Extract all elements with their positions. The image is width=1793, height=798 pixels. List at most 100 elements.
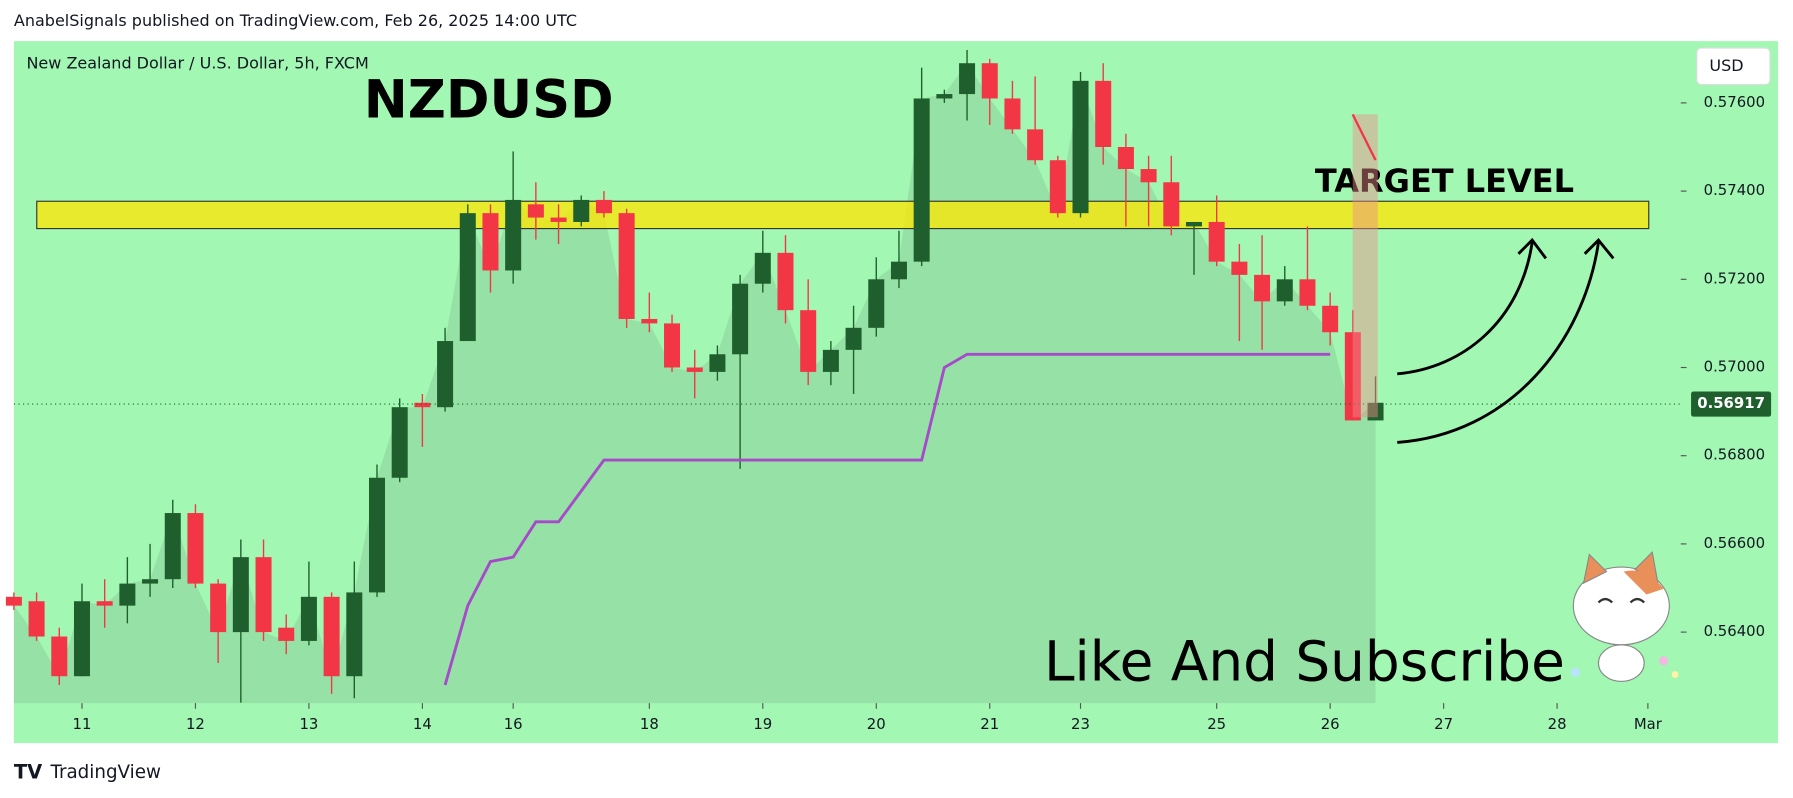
x-tick-label: 14 bbox=[413, 715, 432, 733]
currency-box[interactable] bbox=[1696, 47, 1771, 86]
target-zone bbox=[36, 200, 1650, 230]
candle-body bbox=[278, 627, 295, 641]
candle-body bbox=[1276, 279, 1293, 302]
svg-text:TV: TV bbox=[14, 760, 42, 783]
x-tick-label: 26 bbox=[1321, 715, 1340, 733]
x-tick-label: 12 bbox=[186, 715, 205, 733]
candle-body bbox=[210, 583, 227, 633]
x-tick-label: 18 bbox=[640, 715, 659, 733]
candle-body bbox=[709, 354, 726, 372]
candle-body bbox=[573, 199, 590, 222]
candle-body bbox=[187, 513, 204, 584]
candle-body bbox=[890, 261, 907, 280]
candle-body bbox=[1231, 261, 1248, 275]
x-tick-label: 23 bbox=[1071, 715, 1090, 733]
candle-body bbox=[414, 402, 431, 408]
candle-body bbox=[369, 477, 386, 593]
trend-line bbox=[443, 352, 1331, 686]
x-tick-label: 27 bbox=[1434, 715, 1453, 733]
candle-body bbox=[391, 407, 408, 478]
candle-body bbox=[1299, 279, 1316, 306]
candle-body bbox=[550, 217, 567, 222]
candle-body bbox=[482, 213, 499, 271]
plot: 0.56400 0.56600 0.56800 0.57000 0.57200 0.574… bbox=[5, 49, 1772, 733]
candle-body bbox=[255, 557, 272, 633]
projection-box bbox=[1352, 114, 1378, 418]
candle-body bbox=[618, 213, 635, 319]
candle-body bbox=[346, 592, 363, 677]
cta-text: Like And Subscribe bbox=[1044, 630, 1565, 694]
x-tick-label: Mar bbox=[1634, 715, 1663, 733]
candle-body bbox=[913, 98, 930, 262]
candle-body bbox=[437, 341, 454, 408]
x-tick-label: 28 bbox=[1548, 715, 1567, 733]
candle-body bbox=[777, 252, 794, 311]
chart-title: NZDUSD bbox=[364, 70, 614, 131]
projection-line bbox=[1351, 113, 1377, 161]
candle-body bbox=[868, 279, 885, 328]
x-tick-label: 16 bbox=[504, 715, 523, 733]
candle-body bbox=[51, 636, 68, 677]
candle-body bbox=[527, 204, 544, 218]
candle-body bbox=[754, 252, 771, 284]
candle-body bbox=[1027, 129, 1044, 161]
candle-body bbox=[119, 583, 136, 606]
candle-body bbox=[1208, 221, 1225, 262]
footer-logo: TV bbox=[14, 760, 42, 783]
candle-body bbox=[1004, 98, 1021, 130]
candle-body bbox=[142, 579, 159, 584]
candle-body bbox=[686, 367, 703, 372]
arrow-head bbox=[1583, 237, 1615, 260]
y-tick-label: 0.56800 bbox=[1704, 446, 1765, 464]
candle-body bbox=[1367, 402, 1384, 421]
x-tick-label: 21 bbox=[980, 715, 999, 733]
candle-body bbox=[1095, 80, 1112, 147]
x-tick-label: 20 bbox=[867, 715, 886, 733]
publish-header: AnabelSignals published on TradingView.c… bbox=[14, 11, 577, 30]
candle-body bbox=[981, 63, 998, 99]
candle-body bbox=[505, 199, 522, 271]
candle-body bbox=[595, 199, 612, 214]
last-price-label: 0.56917 bbox=[1697, 394, 1765, 412]
y-tick-label: 0.57200 bbox=[1704, 269, 1765, 287]
candle-body bbox=[164, 513, 181, 580]
candle-body bbox=[1344, 332, 1361, 421]
candle-body bbox=[641, 318, 658, 324]
candle-body bbox=[1140, 169, 1157, 183]
candle-body bbox=[1254, 274, 1271, 302]
y-tick-label: 0.56400 bbox=[1704, 622, 1765, 640]
candle-body bbox=[5, 596, 22, 606]
x-tick-label: 11 bbox=[73, 715, 92, 733]
candle-body bbox=[822, 349, 839, 372]
footer: TradingView bbox=[49, 762, 161, 783]
candle-body bbox=[936, 94, 953, 99]
arrow bbox=[1397, 242, 1534, 376]
candle-body bbox=[732, 283, 749, 355]
subtitle: New Zealand Dollar / U.S. Dollar, 5h, FX… bbox=[26, 54, 368, 73]
cat-sticker bbox=[1571, 551, 1679, 682]
x-tick-label: 25 bbox=[1207, 715, 1226, 733]
y-tick-label: 0.56600 bbox=[1704, 534, 1765, 552]
candle-body bbox=[300, 596, 317, 641]
candle-body bbox=[959, 63, 976, 95]
y-tick-label: 0.57600 bbox=[1704, 93, 1765, 111]
currency-label: USD bbox=[1709, 56, 1743, 75]
target-label: TARGET LEVEL bbox=[1315, 162, 1574, 200]
candle-body bbox=[28, 601, 45, 637]
candle-body bbox=[845, 327, 862, 350]
candle-body bbox=[232, 557, 249, 633]
last-price-box bbox=[1691, 391, 1772, 417]
y-tick-label: 0.57400 bbox=[1704, 181, 1765, 199]
candle-body bbox=[800, 310, 817, 372]
candle-body bbox=[96, 601, 113, 606]
candle-body bbox=[459, 213, 476, 342]
x-tick-label: 19 bbox=[753, 715, 772, 733]
candle-body bbox=[1185, 221, 1202, 227]
candle-body bbox=[73, 601, 90, 677]
candle-body bbox=[664, 323, 681, 368]
candle-body bbox=[323, 596, 340, 677]
candle-body bbox=[1049, 160, 1066, 214]
candle-body bbox=[1322, 305, 1339, 333]
